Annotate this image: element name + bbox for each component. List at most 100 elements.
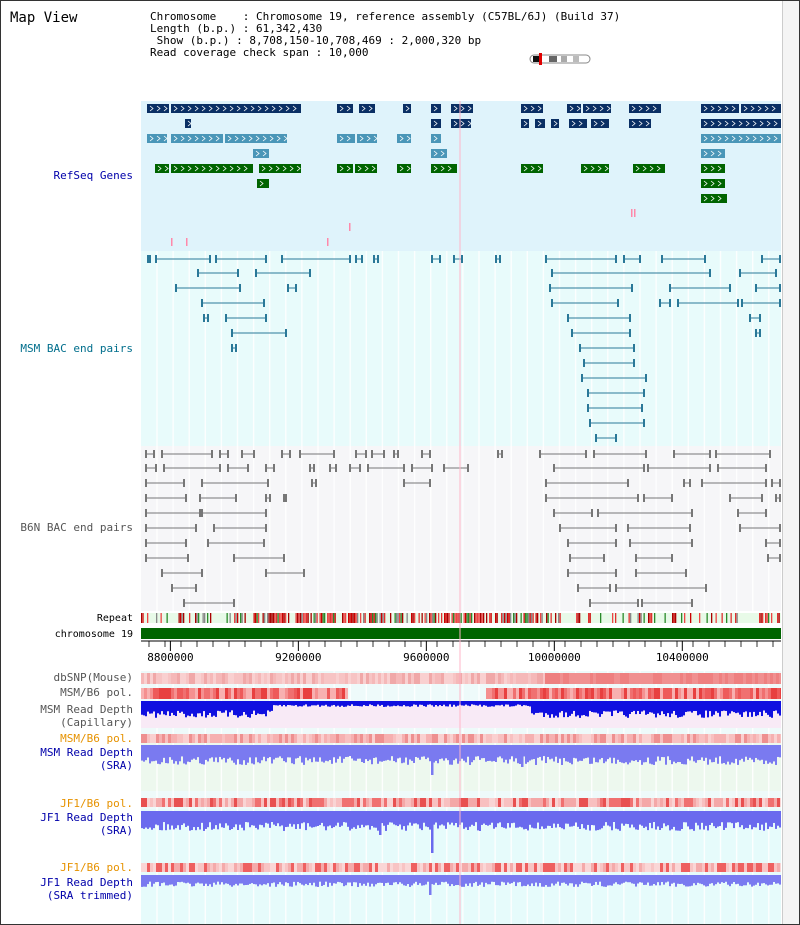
depth-bar (197, 745, 199, 758)
repeat-element (279, 613, 281, 623)
vertical-scrollbar[interactable] (782, 1, 799, 924)
depth-bar (487, 811, 489, 826)
depth-bar (183, 745, 185, 764)
depth-bar (539, 875, 541, 884)
repeat-element (298, 613, 300, 623)
repeat-element (382, 613, 384, 623)
depth-bar (635, 745, 637, 761)
depth-bar (525, 745, 527, 764)
depth-bar (349, 745, 351, 757)
depth-bar (629, 875, 631, 883)
heat-cell (590, 673, 593, 684)
depth-bar (257, 745, 259, 763)
depth-bar (747, 745, 749, 760)
depth-bar (603, 875, 605, 887)
heat-cell (351, 673, 354, 684)
heat-cell (507, 734, 510, 743)
depth-bar (235, 745, 237, 765)
heat-cell (165, 798, 168, 807)
repeat-element (334, 613, 336, 623)
heat-cell (381, 734, 384, 743)
depth-bar (665, 811, 667, 827)
bac-end (579, 344, 581, 352)
heat-cell (765, 798, 768, 807)
depth-bar (355, 875, 357, 883)
bac-end (263, 299, 265, 307)
depth-bar (189, 745, 191, 763)
heat-cell (759, 688, 762, 699)
heat-cell (774, 798, 777, 807)
heat-cell (303, 673, 306, 684)
depth-bar (651, 811, 653, 829)
depth-bar (285, 745, 287, 763)
depth-bar (691, 701, 693, 713)
heat-cell (408, 798, 411, 807)
heat-cell (285, 688, 288, 699)
repeat-element (649, 613, 651, 623)
heat-cell (495, 734, 498, 743)
track-label-jf1-b6-pol: JF1/B6 pol. (60, 797, 133, 810)
heat-cell (150, 863, 153, 872)
depth-bar (749, 701, 751, 713)
heat-cell (309, 863, 312, 872)
depth-bar (617, 745, 619, 760)
track-label-dbsnp: dbSNP(Mouse) (53, 671, 133, 684)
depth-bar (341, 701, 343, 706)
heat-cell (249, 863, 252, 872)
repeat-element (273, 613, 275, 623)
depth-bar (641, 701, 643, 712)
repeat-element (196, 613, 198, 623)
bac-end (729, 284, 731, 292)
bac-end (615, 584, 617, 592)
depth-bar (453, 701, 455, 705)
heat-cell (696, 734, 699, 743)
depth-bar (511, 745, 513, 757)
depth-bar (361, 875, 363, 886)
depth-bar (153, 875, 155, 884)
bac-end (195, 524, 197, 532)
depth-bar (627, 701, 629, 718)
heat-cell (237, 688, 240, 699)
heat-cell (150, 688, 153, 699)
repeat-element (726, 613, 728, 623)
bac-end (779, 554, 781, 562)
heat-cell (348, 798, 351, 807)
heat-cell (291, 798, 294, 807)
heat-cell (522, 798, 525, 807)
heat-cell (722, 673, 725, 684)
heat-cell (566, 673, 569, 684)
strand-arrow (361, 105, 366, 112)
depth-bar (303, 745, 305, 765)
depth-bar (361, 745, 363, 762)
depth-bar (511, 811, 513, 824)
track-canvas[interactable]: 8800000 9200000 9600000 10000000 10400000 (141, 1, 781, 924)
heat-cell (693, 734, 696, 743)
heat-cell (675, 798, 678, 807)
depth-bar (593, 811, 595, 826)
heat-cell (737, 673, 740, 684)
heat-cell (384, 863, 387, 872)
depth-bar (617, 701, 619, 714)
heat-cell (405, 798, 408, 807)
bac-end (197, 269, 199, 277)
heat-cell (453, 863, 456, 872)
bac-end (207, 314, 209, 322)
repeat-element (615, 613, 617, 623)
heat-cell (483, 863, 486, 872)
strand-arrow (201, 135, 206, 142)
depth-bar (395, 811, 397, 826)
bac-end (755, 329, 757, 337)
bac-end (739, 524, 741, 532)
chromosome-ideogram[interactable] (529, 53, 591, 65)
heat-cell (144, 798, 147, 807)
heat-cell (291, 673, 294, 684)
repeat-element (768, 613, 770, 623)
depth-bar (173, 811, 175, 830)
strand-arrow (583, 165, 588, 172)
heat-cell (300, 734, 303, 743)
bac-end (335, 464, 337, 472)
bac-end (149, 255, 151, 263)
repeat-element (324, 613, 326, 623)
depth-bar (741, 745, 743, 759)
heat-cell (354, 734, 357, 743)
